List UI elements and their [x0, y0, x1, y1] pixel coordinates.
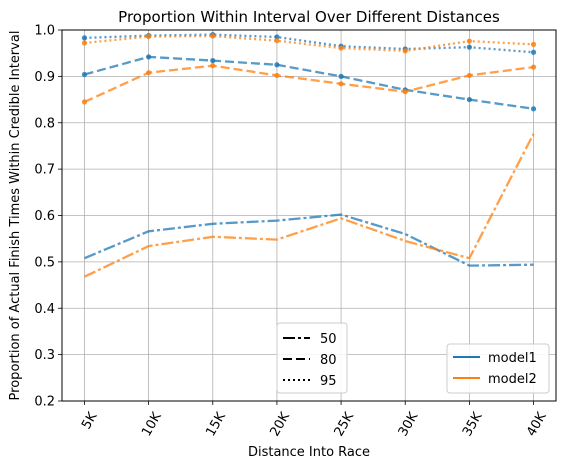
data-point — [274, 72, 280, 79]
legend-interval-label: 50 — [320, 332, 337, 347]
series-model2-95 — [81, 33, 537, 54]
legend-interval-label: 80 — [320, 353, 337, 368]
legend-interval-entry: 50 — [283, 332, 337, 347]
data-point — [530, 49, 537, 55]
data-point — [466, 38, 472, 44]
series-lines — [81, 32, 537, 278]
legend-model-entry: model1 — [453, 351, 537, 366]
data-point — [274, 62, 280, 68]
data-point — [146, 70, 152, 76]
y-tick-label: 0.4 — [34, 302, 55, 317]
series-line — [84, 33, 534, 54]
x-axis-label: Distance Into Race — [248, 445, 370, 460]
data-point — [210, 63, 216, 69]
series-line — [84, 133, 535, 278]
legend-interval-entry: 95 — [283, 374, 337, 389]
data-point — [466, 72, 472, 79]
legend-interval-styles: 50 80 95 — [276, 322, 348, 394]
y-tick-label: 0.6 — [34, 209, 55, 224]
data-point — [210, 58, 216, 64]
data-point — [402, 48, 408, 54]
series-line — [84, 213, 534, 267]
data-point — [530, 106, 537, 112]
legend-model-entry: model2 — [453, 372, 537, 387]
series-line — [84, 34, 534, 53]
data-point — [274, 34, 280, 40]
legend-interval-entry: 80 — [283, 353, 337, 368]
legend-model-label: model2 — [488, 372, 537, 387]
data-point — [530, 64, 537, 70]
legend-models: model1 model2 — [446, 343, 550, 394]
y-tick-label: 0.5 — [34, 255, 55, 270]
data-point — [338, 81, 344, 87]
chart-title: Proportion Within Interval Over Differen… — [118, 8, 500, 26]
legend-model-label: model1 — [488, 351, 537, 366]
y-tick-label: 0.7 — [34, 163, 55, 178]
x-tick-label: 5K — [79, 409, 101, 431]
series-model1-80 — [81, 54, 537, 112]
x-axis-ticks: 5K 10K 15K 20K 25K 30K 35K 40K — [79, 401, 550, 439]
y-tick-label: 0.9 — [34, 70, 55, 85]
data-point — [146, 54, 152, 60]
data-point — [81, 40, 88, 46]
data-point — [146, 33, 152, 40]
series-model2-50 — [84, 133, 535, 278]
data-point — [81, 35, 88, 41]
y-tick-label: 0.8 — [34, 116, 55, 131]
data-point — [274, 38, 280, 44]
legend-interval-box — [276, 322, 348, 394]
y-tick-label: 1.0 — [34, 24, 55, 39]
data-point — [210, 33, 216, 39]
y-tick-label: 0.2 — [34, 395, 55, 410]
data-point — [402, 89, 408, 95]
series-line — [84, 55, 534, 110]
y-tick-label: 0.3 — [34, 348, 55, 363]
data-point — [466, 44, 472, 50]
series-model2-80 — [81, 63, 537, 105]
y-axis-label: Proportion of Actual Finish Times Within… — [8, 31, 23, 401]
data-point — [338, 73, 344, 79]
series-model1-50 — [84, 213, 534, 267]
data-point — [338, 45, 344, 51]
legend-interval-label: 95 — [320, 374, 337, 389]
data-point — [466, 96, 472, 103]
y-axis-ticks: 0.2 0.3 0.4 0.5 0.6 0.7 0.8 0.9 1.0 — [34, 24, 62, 410]
data-point — [81, 99, 88, 105]
data-point — [81, 71, 88, 78]
series-line — [84, 64, 534, 103]
data-point — [530, 41, 537, 47]
